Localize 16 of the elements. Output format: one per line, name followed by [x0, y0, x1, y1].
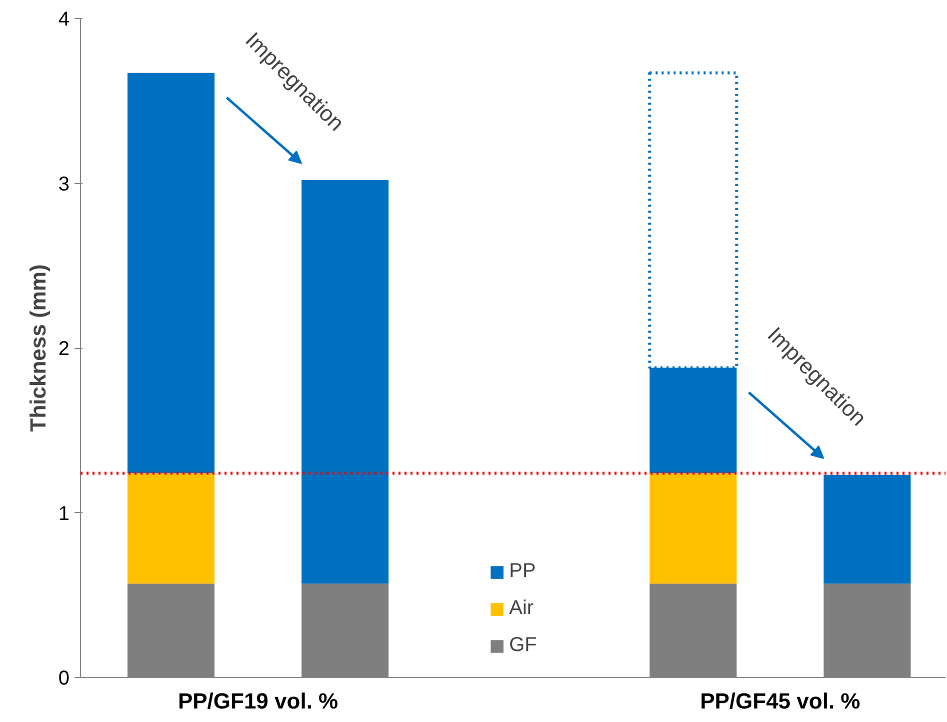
legend-label: PP [509, 560, 536, 583]
y-axis-title: Thickness (mm) [25, 264, 50, 432]
legend-label: Air [509, 597, 534, 620]
y-tick-label: 4 [58, 8, 70, 30]
legend-label: GF [509, 634, 537, 657]
y-tick-label: 3 [58, 173, 70, 196]
y-tick-label: 2 [58, 338, 70, 360]
text: PP/GF45 vol. % [700, 688, 860, 714]
bar [127, 473, 215, 584]
bar [824, 474, 911, 584]
text: PP/GF19 vol. % [178, 688, 338, 714]
y-tick-label: 1 [58, 502, 70, 525]
bar [127, 72, 215, 474]
bar [650, 473, 737, 584]
bar [302, 180, 389, 584]
y-tick-label: 0 [58, 668, 70, 690]
